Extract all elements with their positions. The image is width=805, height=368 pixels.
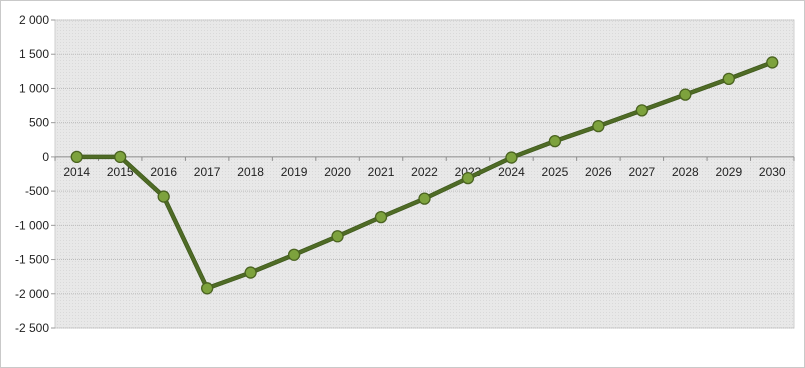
data-point	[766, 56, 779, 69]
y-axis: 2 000 1 500 1 000 500 0 -500 -1 000 -1 500 -2 00…	[15, 13, 55, 335]
y-tick-label: -500	[25, 184, 49, 198]
y-tick-label: -1 000	[15, 218, 49, 232]
x-tick-label: 2026	[585, 165, 612, 179]
data-point	[679, 88, 692, 101]
data-point	[287, 248, 301, 261]
x-tick-label: 2024	[498, 165, 525, 179]
x-tick-label: 2015	[107, 165, 134, 179]
x-tick-label: 2017	[194, 165, 221, 179]
data-point	[200, 282, 214, 295]
y-tick-label: 1 000	[19, 81, 49, 95]
data-point	[722, 72, 735, 86]
x-tick-label: 2025	[542, 165, 569, 179]
data-point	[331, 230, 344, 243]
x-tick-label: 2018	[237, 165, 264, 179]
x-tick-label: 2022	[411, 165, 438, 179]
data-point	[70, 150, 83, 164]
data-point	[157, 190, 170, 203]
x-tick-label: 2029	[715, 165, 742, 179]
y-tick-label: 500	[29, 116, 49, 130]
x-tick-label: 2030	[759, 165, 786, 179]
x-tick-label: 2016	[150, 165, 177, 179]
y-tick-label: 0	[42, 150, 49, 164]
data-point	[374, 210, 388, 224]
y-tick-label: 2 000	[19, 13, 49, 27]
x-tick-label: 2019	[281, 165, 308, 179]
data-point	[244, 266, 257, 279]
data-point	[635, 104, 649, 117]
data-point	[461, 171, 475, 185]
x-tick-label: 2028	[672, 165, 699, 179]
data-point	[592, 119, 605, 133]
y-tick-label: -2 000	[15, 287, 49, 301]
y-tick-label: 1 500	[19, 47, 49, 61]
data-point	[114, 150, 127, 164]
x-tick-label: 2027	[629, 165, 656, 179]
y-tick-label: -1 500	[15, 253, 49, 267]
series-markers	[70, 56, 779, 295]
data-point	[548, 134, 562, 148]
x-tick-label: 2021	[368, 165, 395, 179]
x-axis: 2014 2015 2016 2017 2018 2019 2020 2021 2022 2023…	[54, 156, 795, 179]
data-point	[418, 192, 431, 205]
y-tick-label: -2 500	[15, 321, 49, 335]
x-tick-label: 2020	[324, 165, 351, 179]
plot-area	[54, 19, 795, 329]
x-tick-label: 2014	[63, 165, 90, 179]
data-point	[505, 151, 518, 164]
